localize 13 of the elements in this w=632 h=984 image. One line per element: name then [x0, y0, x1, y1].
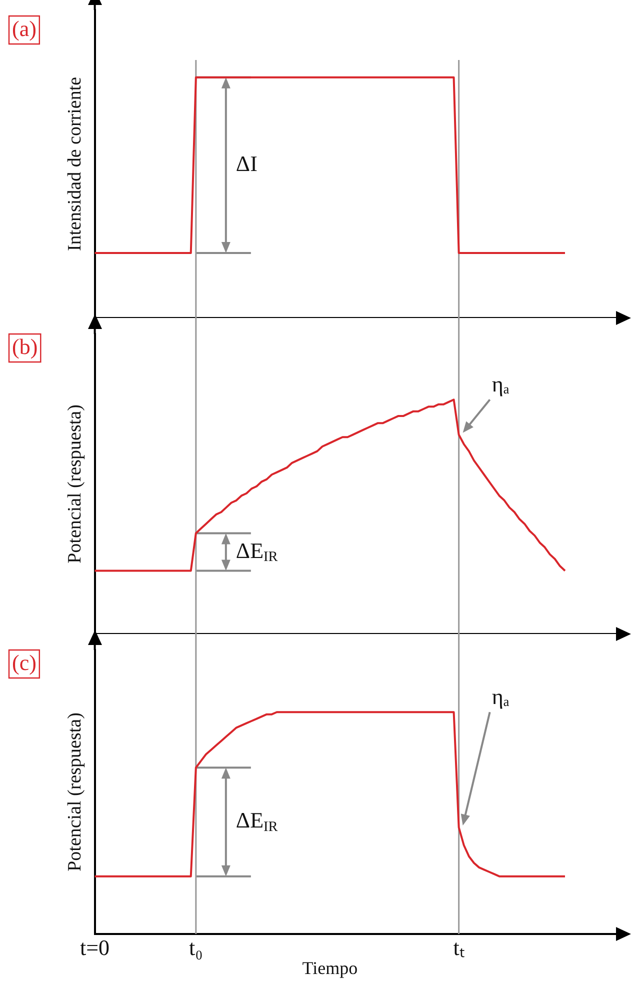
chart-title: (c) [12, 650, 36, 675]
x-tick-label: t₀ [189, 934, 203, 960]
text: ηₐ [492, 371, 510, 396]
y-axis-title: Intensidad de corriente [64, 76, 86, 252]
x-axis-title: Tiempo [302, 958, 358, 978]
y-axis-title: Potencial (respuesta) [64, 712, 86, 872]
text: ηₐ [492, 684, 510, 709]
y-axis-title: Potencial (respuesta) [64, 404, 86, 564]
annotation: ΔI [236, 150, 258, 176]
x-tick-label: t=0 [80, 934, 110, 960]
chart-title: (a) [12, 16, 36, 41]
x-tick-label: tₜ [453, 934, 464, 960]
chart-title: (b) [12, 334, 38, 359]
